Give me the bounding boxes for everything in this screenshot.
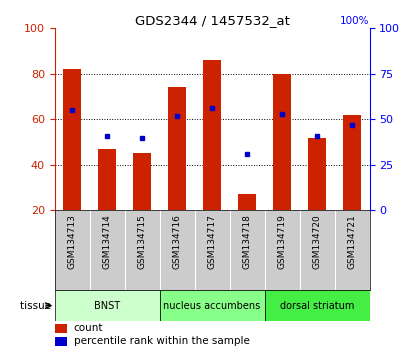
Text: nucleus accumbens: nucleus accumbens — [163, 301, 261, 311]
Bar — [63, 69, 81, 210]
Bar — [308, 138, 326, 210]
Text: GSM134718: GSM134718 — [243, 215, 252, 269]
Text: dorsal striatum: dorsal striatum — [280, 301, 354, 311]
Bar — [160, 290, 265, 321]
Bar — [239, 194, 256, 210]
Text: BNST: BNST — [94, 301, 120, 311]
Bar — [344, 115, 361, 210]
Text: GSM134720: GSM134720 — [312, 215, 322, 269]
Bar — [55, 290, 160, 321]
Bar — [273, 74, 291, 210]
Text: percentile rank within the sample: percentile rank within the sample — [74, 336, 249, 346]
Bar — [203, 60, 221, 210]
Text: GSM134715: GSM134715 — [138, 215, 147, 269]
Text: 100%: 100% — [340, 17, 370, 27]
Bar — [168, 87, 186, 210]
Bar — [98, 149, 116, 210]
Bar — [265, 290, 370, 321]
Text: GSM134721: GSM134721 — [348, 215, 357, 269]
Text: GSM134713: GSM134713 — [68, 215, 76, 269]
Text: GSM134716: GSM134716 — [173, 215, 181, 269]
Text: GSM134719: GSM134719 — [278, 215, 286, 269]
Bar — [55, 324, 67, 333]
Title: GDS2344 / 1457532_at: GDS2344 / 1457532_at — [135, 14, 289, 27]
Text: GSM134717: GSM134717 — [207, 215, 217, 269]
Text: GSM134714: GSM134714 — [102, 215, 112, 269]
Text: tissue: tissue — [20, 301, 55, 311]
Text: count: count — [74, 324, 103, 333]
Bar — [55, 337, 67, 346]
Bar — [134, 154, 151, 210]
